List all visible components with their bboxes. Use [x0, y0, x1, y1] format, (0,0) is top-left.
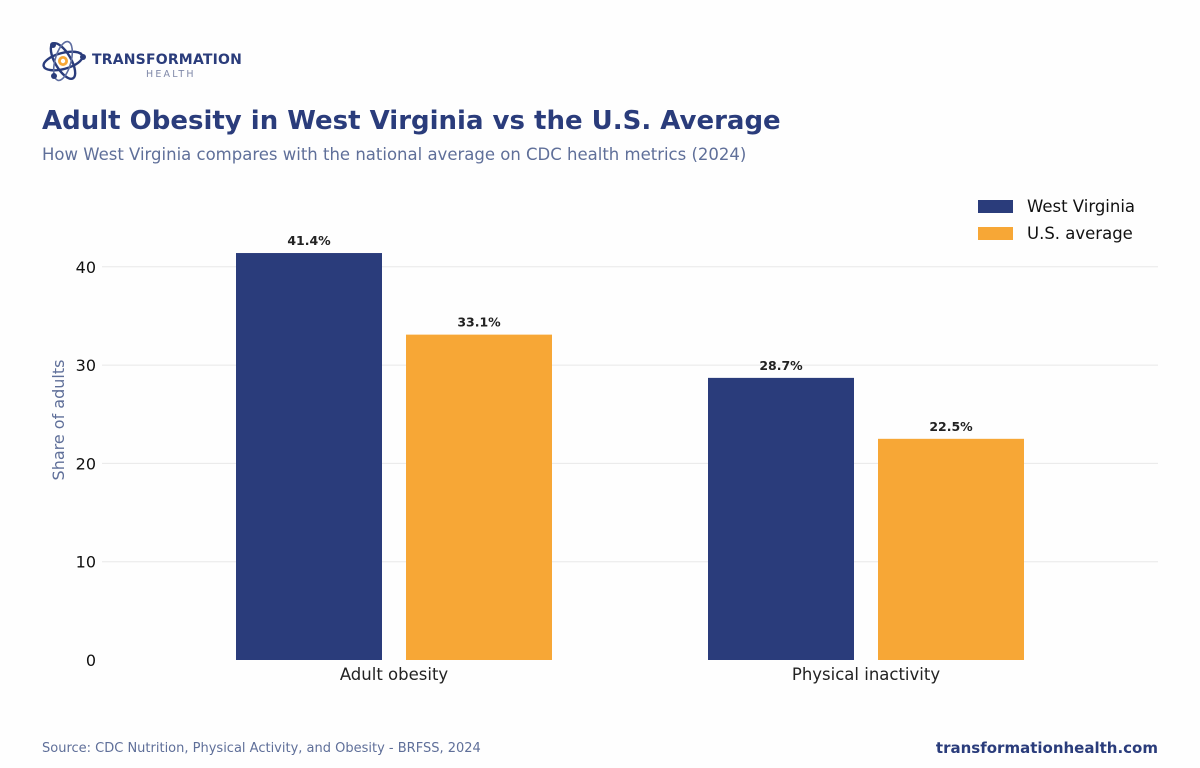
data-label: 22.5%	[929, 419, 973, 434]
data-label: 33.1%	[457, 315, 501, 330]
legend: West Virginia U.S. average	[978, 193, 1135, 247]
legend-label-west-virginia: West Virginia	[1027, 197, 1136, 216]
legend-item-west-virginia: West Virginia	[978, 193, 1135, 220]
legend-label-us-average: U.S. average	[1027, 224, 1133, 243]
source-note: Source: CDC Nutrition, Physical Activity…	[42, 741, 481, 756]
y-tick-label: 40	[76, 258, 96, 277]
atom-logo-icon	[42, 40, 86, 82]
bar	[236, 253, 382, 660]
bar	[406, 334, 552, 660]
site-link[interactable]: transformationhealth.com	[935, 739, 1158, 757]
y-tick-label: 0	[86, 651, 96, 670]
y-axis-label: Share of adults	[49, 360, 68, 481]
chart-title: Adult Obesity in West Virginia vs the U.…	[42, 106, 781, 136]
brand-logo: TRANSFORMATION HEALTH	[42, 40, 272, 82]
bar	[708, 377, 854, 660]
y-tick-label: 20	[76, 454, 96, 473]
chart-subtitle: How West Virginia compares with the nati…	[42, 145, 747, 164]
brand-name: TRANSFORMATION	[92, 52, 243, 68]
x-tick-label: Adult obesity	[340, 665, 449, 684]
y-tick-label: 30	[76, 356, 96, 375]
legend-swatch-us-average	[978, 227, 1013, 240]
bar	[878, 438, 1024, 660]
legend-swatch-west-virginia	[978, 200, 1013, 213]
y-tick-label: 10	[76, 553, 96, 572]
legend-item-us-average: U.S. average	[978, 220, 1135, 247]
data-label: 28.7%	[759, 358, 803, 373]
brand-sub: HEALTH	[146, 69, 196, 80]
x-tick-label: Physical inactivity	[792, 665, 940, 684]
data-label: 41.4%	[287, 233, 331, 248]
